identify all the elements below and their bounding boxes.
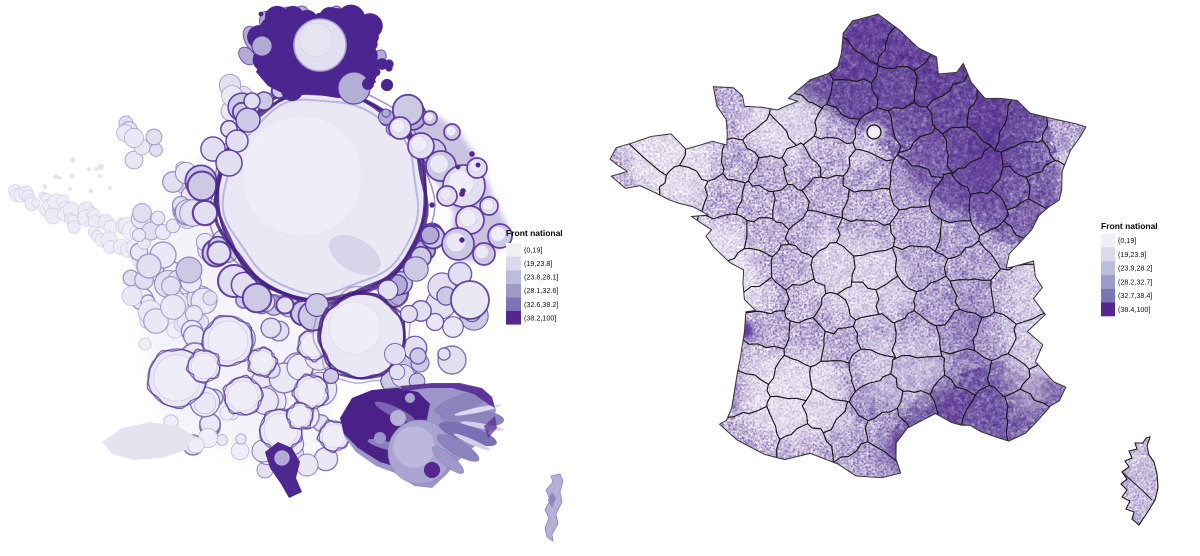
svg-text:(28.1,32.6]: (28.1,32.6] [524,286,558,295]
svg-text:Front national: Front national [1101,221,1158,231]
svg-text:(0,19]: (0,19] [1118,236,1136,245]
svg-text:(19,23.8]: (19,23.8] [524,259,552,268]
svg-text:(19,23.9]: (19,23.9] [1118,250,1146,259]
svg-text:(32.6,38.2]: (32.6,38.2] [524,300,558,309]
svg-text:(32.7,38.4]: (32.7,38.4] [1118,291,1152,300]
svg-text:(38.2,100]: (38.2,100] [524,313,556,322]
svg-text:(23.8,28.1]: (23.8,28.1] [524,273,558,282]
svg-text:Front national: Front national [506,228,563,238]
svg-text:(38.4,100]: (38.4,100] [1118,305,1150,314]
svg-text:(23.9,28.2]: (23.9,28.2] [1118,264,1152,273]
svg-text:(28.2,32.7]: (28.2,32.7] [1118,277,1152,286]
svg-text:(0,19]: (0,19] [524,245,542,254]
